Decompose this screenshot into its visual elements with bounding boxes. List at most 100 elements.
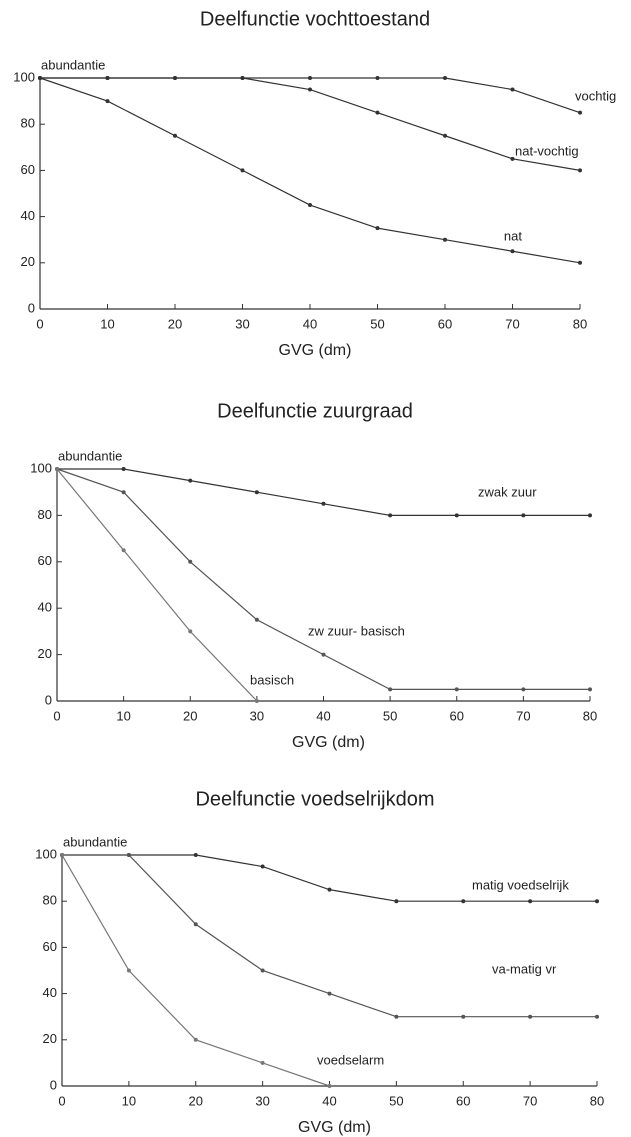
point xyxy=(461,899,466,904)
x-tick-label: 0 xyxy=(36,316,43,331)
point xyxy=(38,76,42,80)
series-line xyxy=(40,77,581,171)
series-label: nat-vochtig xyxy=(515,143,579,158)
chart-title: Deelfunctie zuurgraad xyxy=(217,400,413,422)
point xyxy=(375,110,380,115)
y-tick-label: 100 xyxy=(35,846,57,861)
point xyxy=(521,687,526,692)
x-tick-label: 0 xyxy=(53,708,60,723)
point xyxy=(254,699,259,703)
y-tick-label: 20 xyxy=(43,1031,57,1046)
x-tick-label: 40 xyxy=(322,1093,336,1108)
x-axis-label: GVG (dm) xyxy=(292,734,365,751)
x-tick-label: 30 xyxy=(250,708,264,723)
point xyxy=(461,1014,466,1019)
y-tick-label: 0 xyxy=(28,300,35,315)
x-axis-label: GVG (dm) xyxy=(279,342,352,359)
x-tick-label: 10 xyxy=(116,708,130,723)
point xyxy=(193,1037,198,1042)
point xyxy=(588,513,592,518)
y-tick-label: 40 xyxy=(38,600,52,615)
point xyxy=(308,87,312,92)
x-tick-label: 70 xyxy=(523,1093,537,1108)
point xyxy=(254,490,259,495)
point xyxy=(126,853,131,857)
point xyxy=(60,853,64,857)
x-tick-label: 30 xyxy=(255,1093,269,1108)
point xyxy=(121,467,126,471)
point xyxy=(105,99,110,104)
x-tick-label: 50 xyxy=(389,1093,403,1108)
y-tick-label: 40 xyxy=(21,208,35,223)
point xyxy=(188,478,193,483)
point xyxy=(327,1084,332,1088)
x-tick-label: 60 xyxy=(450,708,464,723)
point xyxy=(388,687,393,692)
series-line xyxy=(61,854,330,1087)
point xyxy=(528,899,533,904)
x-tick-label: 70 xyxy=(505,316,519,331)
series-label: nat xyxy=(504,228,522,243)
point xyxy=(454,513,459,518)
y-tick-label: 60 xyxy=(43,939,57,954)
point xyxy=(510,87,515,92)
point xyxy=(578,110,582,115)
y-axis-label: abundantie xyxy=(41,57,105,72)
point xyxy=(126,968,131,973)
series-label: zw zuur- basisch xyxy=(308,623,405,638)
point xyxy=(260,1060,265,1065)
y-tick-label: 60 xyxy=(21,162,35,177)
point xyxy=(240,168,245,173)
point xyxy=(443,133,447,138)
point xyxy=(454,687,459,692)
point xyxy=(240,76,245,80)
y-axis-label: abundantie xyxy=(63,834,127,849)
series-label: vochtig xyxy=(575,88,616,103)
x-tick-label: 30 xyxy=(235,316,249,331)
point xyxy=(321,501,326,506)
point xyxy=(260,968,265,973)
point xyxy=(188,629,193,634)
series-line xyxy=(39,77,581,264)
x-tick-label: 60 xyxy=(438,316,452,331)
point xyxy=(394,1014,399,1019)
y-tick-label: 80 xyxy=(21,116,35,131)
point xyxy=(528,1014,533,1019)
x-tick-label: 50 xyxy=(383,708,397,723)
point xyxy=(55,467,59,471)
point xyxy=(327,991,332,996)
series-label: va-matig vr xyxy=(492,961,557,976)
point xyxy=(578,260,582,265)
x-tick-label: 20 xyxy=(183,708,197,723)
point xyxy=(595,1014,599,1019)
x-tick-label: 10 xyxy=(122,1093,136,1108)
point xyxy=(595,899,599,904)
point xyxy=(443,76,447,80)
series-label: matig voedselrijk xyxy=(472,877,569,892)
point xyxy=(388,513,393,518)
x-tick-label: 20 xyxy=(168,316,182,331)
point xyxy=(105,76,110,80)
x-tick-label: 80 xyxy=(573,316,587,331)
series-label: basisch xyxy=(250,672,294,687)
y-tick-label: 80 xyxy=(38,507,52,522)
point xyxy=(193,853,198,857)
point xyxy=(308,76,312,80)
point xyxy=(327,887,332,892)
y-tick-label: 0 xyxy=(50,1077,57,1092)
point xyxy=(375,76,380,80)
point xyxy=(510,156,515,161)
point xyxy=(173,133,177,138)
point xyxy=(375,226,380,231)
y-tick-label: 20 xyxy=(38,646,52,661)
y-tick-label: 100 xyxy=(30,460,52,475)
x-tick-label: 20 xyxy=(189,1093,203,1108)
y-tick-label: 80 xyxy=(43,893,57,908)
chart-title: Deelfunctie vochttoestand xyxy=(200,8,430,30)
point xyxy=(394,899,399,904)
point xyxy=(443,237,447,242)
x-tick-label: 60 xyxy=(456,1093,470,1108)
point xyxy=(521,513,526,518)
point xyxy=(578,168,582,173)
